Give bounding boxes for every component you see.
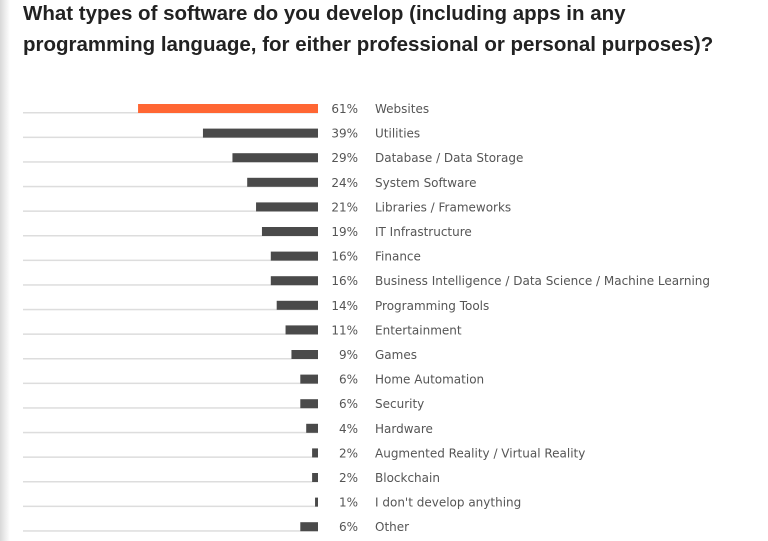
category-label: Blockchain xyxy=(375,471,440,485)
bar-track xyxy=(23,284,318,286)
category-label: Other xyxy=(375,520,409,534)
bar-track xyxy=(23,481,318,483)
bar xyxy=(256,202,318,212)
bar xyxy=(270,276,318,286)
category-label: Utilities xyxy=(375,127,420,141)
value-label: 11% xyxy=(331,323,358,337)
value-label: 14% xyxy=(331,299,358,313)
category-label: Home Automation xyxy=(375,373,484,387)
value-label: 16% xyxy=(331,274,358,288)
value-label: 39% xyxy=(331,127,358,141)
bar xyxy=(306,423,318,433)
value-label: 16% xyxy=(331,250,358,264)
bar xyxy=(276,300,318,310)
bar-track xyxy=(23,259,318,262)
bar xyxy=(300,374,318,384)
category-label: System Software xyxy=(375,176,476,190)
category-label: Business Intelligence / Data Science / M… xyxy=(375,274,710,288)
bar-track xyxy=(23,358,318,360)
bar-track xyxy=(23,308,318,311)
value-label: 21% xyxy=(331,200,358,214)
bar xyxy=(261,227,318,236)
bar xyxy=(202,128,318,138)
category-label: IT Infrastructure xyxy=(375,225,472,239)
bar xyxy=(300,522,318,532)
bar xyxy=(270,251,318,261)
value-label: 1% xyxy=(339,496,358,510)
bar xyxy=(312,448,318,458)
value-label: 6% xyxy=(339,373,358,387)
category-label: Websites xyxy=(375,102,429,116)
category-label: Programming Tools xyxy=(375,299,489,313)
bar xyxy=(315,497,318,507)
value-label: 29% xyxy=(331,151,358,165)
category-label: Security xyxy=(375,397,424,411)
bar xyxy=(247,177,318,187)
bar xyxy=(285,325,318,335)
bar-track xyxy=(23,456,318,458)
category-label: Finance xyxy=(375,250,421,264)
category-label: Hardware xyxy=(375,422,433,436)
value-label: 2% xyxy=(339,446,358,460)
category-label: Augmented Reality / Virtual Reality xyxy=(375,446,585,460)
bar xyxy=(312,473,318,482)
bar-track xyxy=(23,136,318,139)
bar xyxy=(138,104,318,113)
bar-track xyxy=(23,407,318,409)
bar-track xyxy=(23,431,318,434)
bar-track xyxy=(23,382,318,385)
category-label: Libraries / Frameworks xyxy=(375,200,511,214)
bar-track xyxy=(23,505,318,508)
bar xyxy=(300,399,318,409)
bar-track xyxy=(23,530,318,532)
category-label: Entertainment xyxy=(375,323,462,337)
value-label: 6% xyxy=(339,397,358,411)
bar-track xyxy=(23,185,318,188)
bar-track xyxy=(23,333,318,335)
bar-track xyxy=(23,161,318,163)
page-edge-shadow xyxy=(0,0,10,541)
value-label: 9% xyxy=(339,348,358,362)
value-label: 24% xyxy=(331,176,358,190)
bar xyxy=(232,153,318,163)
bar-track xyxy=(23,235,318,237)
value-label: 61% xyxy=(331,102,358,116)
category-label: Games xyxy=(375,348,417,362)
bar-track xyxy=(23,210,318,212)
value-label: 4% xyxy=(339,422,358,436)
value-label: 19% xyxy=(331,225,358,239)
chart-title: What types of software do you develop (i… xyxy=(23,2,714,56)
value-label: 2% xyxy=(339,471,358,485)
category-label: I don't develop anything xyxy=(375,496,521,510)
bar xyxy=(291,350,318,359)
category-label: Database / Data Storage xyxy=(375,151,523,165)
value-label: 6% xyxy=(339,520,358,534)
